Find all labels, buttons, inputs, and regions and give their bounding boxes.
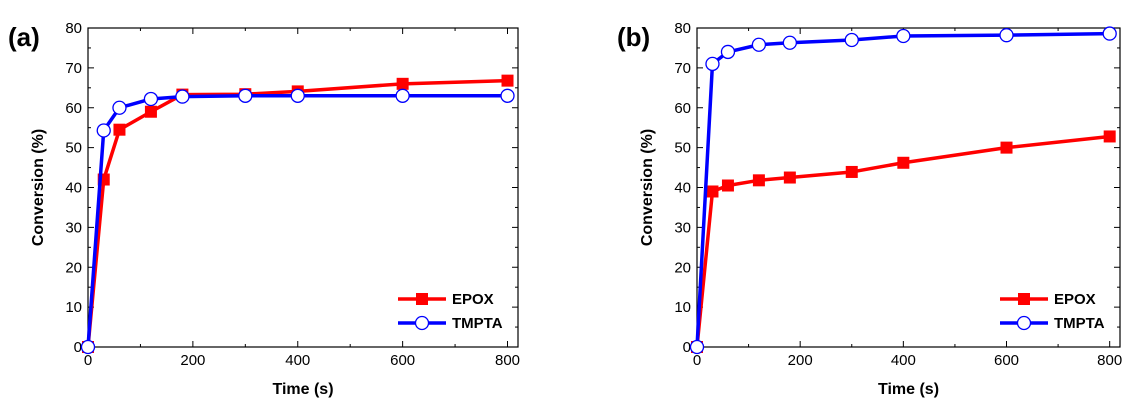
y-axis-title: Conversion (%)	[639, 129, 656, 246]
y-tick-label: 80	[65, 20, 82, 37]
panel-label: (b)	[617, 22, 650, 52]
panel-a: 0 200 400 600 800 0 10 20 30 40 50 60 70 80 Time (s) Co…	[8, 20, 520, 398]
y-tick-label: 50	[65, 140, 82, 157]
data-point-tmpta	[720, 44, 736, 60]
data-point-tmpta	[112, 100, 127, 115]
x-tick-label: 200	[788, 352, 813, 369]
legend-label-tmpta: TMPTA	[452, 315, 503, 332]
x-tick-label: 600	[390, 352, 415, 369]
data-point-epox	[706, 185, 719, 198]
y-axis-title: Conversion (%)	[30, 129, 47, 246]
y-tick-label: 60	[674, 100, 691, 117]
data-point-tmpta	[844, 32, 859, 48]
data-point-epox	[783, 171, 796, 184]
data-point-tmpta	[689, 339, 705, 355]
x-tick-label: 200	[180, 352, 205, 369]
y-tick-label: 10	[65, 299, 82, 316]
data-point-tmpta	[999, 28, 1014, 43]
y-tick-label: 20	[674, 259, 691, 276]
y-tick-label: 30	[674, 219, 691, 236]
series-line-tmpta	[86, 94, 508, 348]
data-point-tmpta	[290, 88, 305, 103]
data-point-tmpta	[96, 123, 111, 138]
y-tick-label: 70	[65, 60, 82, 77]
y-tick-label: 80	[674, 20, 691, 37]
panel-label: (a)	[8, 22, 40, 52]
legend-marker-tmpta	[414, 315, 430, 331]
x-tick-label: 800	[1097, 352, 1122, 369]
y-tick-label: 40	[674, 180, 691, 197]
x-axis-title: Time (s)	[272, 381, 333, 398]
data-point-tmpta	[143, 91, 159, 107]
data-point-tmpta	[782, 35, 798, 50]
legend-label-tmpta: TMPTA	[1054, 315, 1105, 332]
data-point-tmpta	[80, 339, 96, 355]
y-tick-label: 20	[65, 259, 82, 276]
y-tick-label: 70	[674, 60, 691, 77]
legend-marker-epox	[1018, 293, 1030, 305]
legend-label-epox: EPOX	[452, 291, 494, 308]
y-tick-label: 0	[683, 339, 691, 356]
x-tick-label: 400	[285, 352, 310, 369]
data-point-tmpta	[500, 88, 515, 103]
data-point-tmpta	[175, 89, 190, 104]
legend-label-epox: EPOX	[1054, 291, 1096, 308]
data-point-epox	[1000, 141, 1013, 154]
data-point-epox	[752, 174, 765, 187]
x-tick-label: 600	[994, 352, 1019, 369]
data-point-epox	[845, 165, 858, 178]
series-line-epox	[86, 78, 508, 348]
data-point-epox	[721, 179, 734, 192]
x-tick-label: 800	[495, 352, 520, 369]
y-tick-label: 60	[65, 100, 82, 117]
data-point-tmpta	[896, 28, 911, 44]
panel-b: 0 200 400 600 800 0 10 20 30 40 50 60 70 80 Time (s) Co…	[617, 20, 1122, 398]
legend-marker-epox	[416, 293, 428, 305]
data-point-epox	[897, 156, 910, 169]
y-tick-label: 40	[65, 180, 82, 197]
data-point-tmpta	[751, 37, 767, 52]
data-point-epox	[501, 74, 514, 87]
data-point-tmpta	[1102, 26, 1117, 41]
data-point-epox	[144, 105, 157, 118]
data-point-tmpta	[395, 88, 410, 103]
data-point-epox	[1103, 130, 1116, 143]
data-point-epox	[113, 123, 126, 136]
x-axis-title: Time (s)	[878, 381, 939, 398]
x-tick-label: 0	[84, 352, 92, 369]
x-tick-label: 0	[693, 352, 701, 369]
x-tick-label: 400	[891, 352, 916, 369]
data-point-tmpta	[238, 88, 253, 103]
legend-marker-tmpta	[1016, 315, 1032, 331]
data-point-epox	[396, 77, 409, 90]
y-tick-label: 10	[674, 299, 691, 316]
y-tick-label: 0	[74, 339, 82, 356]
y-tick-label: 50	[674, 140, 691, 157]
y-tick-label: 30	[65, 219, 82, 236]
data-point-tmpta	[705, 56, 720, 72]
